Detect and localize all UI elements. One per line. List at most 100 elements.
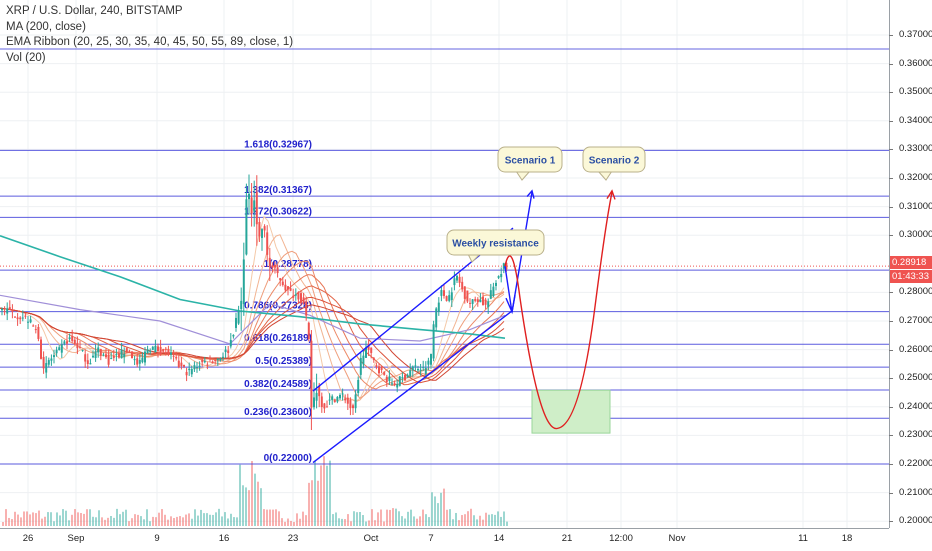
- candle-body: [372, 357, 375, 360]
- candle-body: [84, 354, 87, 362]
- time-axis[interactable]: 26 Sep 9 16 23 Oct 7 14 21 12:00 Nov 11 18: [0, 528, 889, 551]
- candle-body: [107, 354, 110, 365]
- volume-bar: [287, 518, 289, 526]
- volume-bar: [464, 514, 466, 526]
- candle-body: [479, 299, 482, 303]
- candle-body: [292, 295, 295, 298]
- candle-body: [240, 300, 243, 310]
- candle-body: [495, 282, 497, 286]
- candle-body: [58, 347, 61, 351]
- candle-body: [396, 384, 399, 388]
- volume-bar: [227, 518, 229, 526]
- candle-body: [242, 259, 245, 305]
- volume-bar: [161, 509, 163, 526]
- candle-body: [144, 351, 146, 363]
- fibonacci-retracement: 1.618(0.32967) 1.382(0.31367) 1.272(0.3062…: [0, 48, 889, 465]
- volume-bar: [395, 508, 397, 526]
- candle-body: [180, 362, 183, 367]
- candle-body: [63, 341, 66, 344]
- volume-bar: [11, 519, 13, 526]
- candle-body: [313, 397, 315, 408]
- volume-bar: [296, 513, 298, 526]
- candle-body: [357, 379, 360, 393]
- volume-bar: [167, 519, 169, 526]
- volume-bar: [269, 509, 271, 526]
- volume-bar: [209, 514, 211, 526]
- volume-bar: [449, 509, 451, 526]
- candle-body: [315, 392, 318, 401]
- price-chart[interactable]: 1.618(0.32967) 1.382(0.31367) 1.272(0.3062…: [0, 0, 889, 528]
- volume-bar: [248, 490, 250, 526]
- price-axis[interactable]: 0.37000 0.36000 0.35000 0.34000 0.33000 0.320…: [889, 0, 932, 528]
- volume-bar: [398, 511, 400, 526]
- candle-body: [209, 358, 211, 360]
- candle-body: [196, 367, 198, 369]
- candle-body: [310, 340, 313, 408]
- volume-bar: [281, 518, 283, 526]
- volume-bar: [32, 512, 34, 526]
- volume-bar: [278, 511, 280, 526]
- time-tick-label: 26: [22, 533, 34, 544]
- fib-level-label: 0(0.22000): [264, 453, 312, 464]
- candle-body: [404, 374, 406, 381]
- candle-body: [287, 286, 289, 290]
- candle-body: [29, 319, 32, 323]
- candle-body: [16, 317, 19, 320]
- volume-bar: [329, 460, 331, 526]
- fib-level-label: 1.382(0.31367): [244, 185, 312, 196]
- scenario-1-callout-text: Scenario 1: [505, 156, 556, 167]
- volume-bar: [23, 511, 25, 526]
- volume-bar: [89, 509, 91, 526]
- candle-body: [378, 366, 380, 374]
- candle-body: [419, 369, 422, 372]
- candle-body: [170, 352, 172, 355]
- volume-bar: [77, 512, 79, 526]
- volume-bar: [404, 518, 406, 526]
- candle-body: [326, 406, 328, 408]
- volume-bar: [86, 509, 88, 526]
- volume-bar: [212, 514, 214, 526]
- candle-body: [359, 357, 362, 375]
- volume-bar: [98, 510, 100, 526]
- candle-body: [463, 286, 466, 299]
- volume-bar: [365, 521, 367, 526]
- volume-bar: [206, 513, 208, 526]
- candle-body: [487, 301, 490, 308]
- candle-body: [136, 358, 139, 365]
- volume-bar: [2, 521, 4, 526]
- candle-body: [383, 372, 386, 375]
- candle-body: [53, 355, 55, 358]
- volume-bar: [203, 513, 205, 526]
- candle-body: [172, 355, 175, 357]
- volume-bar: [311, 480, 313, 526]
- candle-body: [214, 360, 217, 362]
- candle-body: [409, 370, 412, 377]
- volume-bar: [143, 519, 145, 526]
- candle-body: [482, 296, 484, 306]
- volume-bar: [434, 496, 436, 526]
- volume-bar: [497, 511, 499, 526]
- candle-body: [320, 396, 323, 408]
- candle-body: [427, 360, 430, 365]
- volume-bar: [215, 512, 217, 526]
- candle-body: [27, 321, 29, 323]
- scenario-2-callout-text: Scenario 2: [589, 156, 640, 167]
- volume-bar: [371, 509, 373, 526]
- time-tick-label: 11: [798, 533, 808, 544]
- candle-body: [68, 337, 71, 340]
- candle-body: [157, 346, 159, 352]
- weekly-resistance-callout-box: [446, 229, 545, 256]
- volume-bar: [44, 516, 46, 526]
- volume-bar: [119, 514, 121, 526]
- candle-body: [8, 307, 11, 311]
- scenario-2-path: [504, 192, 613, 430]
- volume-bar: [299, 518, 301, 526]
- time-tick-label: 23: [287, 533, 299, 544]
- candle-body: [1, 308, 3, 311]
- candle-body: [276, 267, 279, 274]
- candle-body: [393, 383, 396, 385]
- volume-bar: [200, 509, 202, 526]
- volume-bar: [8, 517, 10, 526]
- candle-body: [484, 299, 487, 305]
- candle-body: [248, 193, 250, 200]
